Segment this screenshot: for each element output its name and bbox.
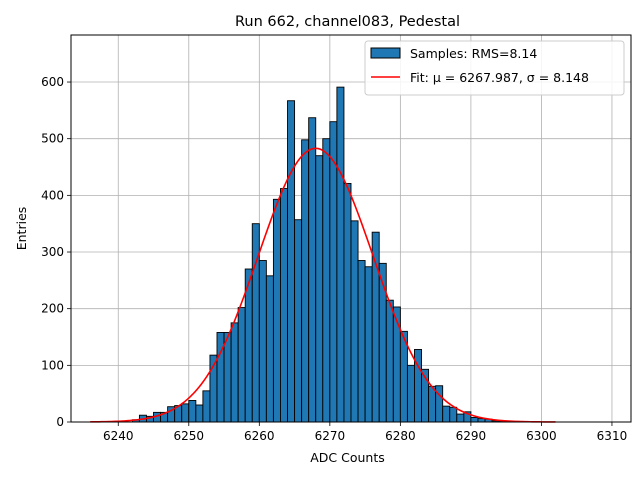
x-axis-ticks: 6240 6250 6260 6270 6280 6290 6300 6310	[103, 422, 627, 443]
y-axis-ticks: 0 100 200 300 400 500 600	[41, 75, 71, 429]
y-tick-label: 400	[41, 188, 64, 202]
x-tick-label: 6240	[103, 429, 134, 443]
histogram-bar	[230, 322, 239, 423]
histogram-bar	[237, 307, 246, 423]
histogram-bars	[131, 86, 521, 423]
histogram-bar	[428, 385, 437, 423]
histogram-bar	[322, 138, 331, 423]
histogram-bar	[364, 266, 373, 423]
x-tick-label: 6250	[174, 429, 205, 443]
y-tick-label: 600	[41, 75, 64, 89]
histogram-bar	[378, 262, 387, 423]
y-tick-label: 500	[41, 132, 64, 146]
histogram-bar	[188, 400, 197, 423]
histogram-bar	[195, 404, 204, 423]
histogram-bar	[308, 117, 317, 423]
x-tick-label: 6310	[597, 429, 628, 443]
y-tick-label: 100	[41, 358, 64, 372]
histogram-bar	[202, 390, 211, 423]
x-tick-label: 6290	[456, 429, 487, 443]
histogram-bar	[343, 183, 352, 423]
histogram-bar	[470, 417, 479, 423]
histogram-bar	[329, 121, 338, 423]
histogram-bar	[258, 260, 267, 423]
histogram-bar	[371, 231, 380, 423]
histogram-bar	[449, 406, 458, 423]
legend-samples-swatch	[370, 47, 401, 59]
histogram-bar	[392, 306, 401, 423]
histogram-bar	[301, 139, 310, 423]
histogram-bar	[315, 155, 324, 423]
histogram-bar	[456, 413, 465, 423]
y-tick-label: 300	[41, 245, 64, 259]
x-axis-label: ADC Counts	[310, 450, 385, 465]
histogram-bar	[280, 188, 288, 423]
histogram-bar	[350, 220, 359, 423]
plot-frame	[70, 34, 632, 423]
x-tick-label: 6270	[315, 429, 346, 443]
legend-samples-label: Samples: RMS=8.14	[410, 46, 537, 61]
histogram-bar	[265, 275, 274, 423]
y-tick-label: 200	[41, 302, 64, 316]
histogram-bar	[357, 260, 366, 423]
histogram-bar	[477, 418, 486, 423]
x-tick-label: 6300	[526, 429, 557, 443]
chart-title: Run 662, channel083, Pedestal	[235, 14, 460, 30]
legend-fit-label: Fit: μ = 6267.987, σ = 8.148	[410, 70, 589, 85]
histogram-bar	[336, 86, 345, 423]
histogram-bar	[287, 100, 296, 423]
histogram-bar	[181, 403, 190, 423]
histogram-bar	[406, 364, 415, 423]
gaussian-fit-curve	[90, 147, 556, 423]
x-tick-label: 6260	[244, 429, 275, 443]
histogram-bar	[223, 332, 232, 423]
x-tick-label: 6280	[385, 429, 416, 443]
y-tick-label: 0	[56, 415, 64, 429]
legend-box	[364, 40, 625, 96]
histogram-bar	[272, 198, 281, 423]
legend: Samples: RMS=8.14 Fit: μ = 6267.987, σ =…	[364, 40, 625, 96]
histogram-bar	[294, 219, 303, 423]
y-axis-label: Entries	[14, 207, 29, 251]
histogram-bar	[385, 299, 394, 423]
gaussian-fit-layer	[90, 147, 556, 423]
histogram-bar	[442, 405, 451, 423]
